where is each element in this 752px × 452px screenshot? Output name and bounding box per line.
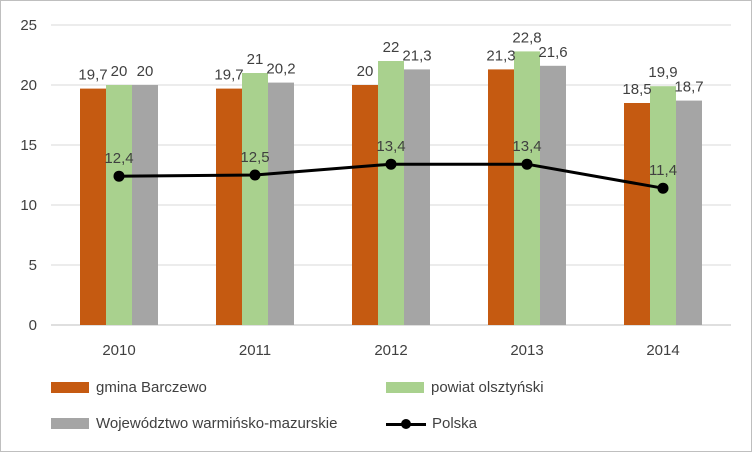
y-tick-label: 25 — [20, 17, 37, 34]
y-tick-label: 0 — [29, 317, 37, 334]
x-tick-label: 2014 — [646, 342, 679, 359]
bar — [540, 65, 566, 326]
bar-data-label: 21 — [247, 51, 264, 68]
y-tick-label: 5 — [29, 257, 37, 274]
line-data-label: 12,5 — [240, 149, 269, 166]
bar-data-label: 20 — [111, 63, 128, 80]
x-tick-label: 2011 — [239, 342, 271, 359]
y-tick-label: 10 — [20, 197, 37, 214]
bar — [106, 85, 132, 325]
bar — [514, 51, 540, 326]
y-tick-label: 20 — [20, 77, 37, 94]
bar — [378, 61, 404, 325]
bar-data-label: 19,7 — [78, 67, 107, 84]
bar-data-label: 20 — [357, 63, 374, 80]
legend-label-barczewo: gmina Barczewo — [96, 379, 207, 396]
bar — [488, 69, 514, 326]
line-data-label: 11,4 — [649, 162, 677, 179]
legend-item-barczewo: gmina Barczewo — [51, 379, 207, 396]
legend-label-wojewodztwo: Województwo warmińsko-mazurskie — [96, 415, 338, 432]
bar-data-label: 21,6 — [538, 44, 567, 61]
bar — [352, 85, 378, 325]
bar-data-label: 19,7 — [214, 67, 243, 84]
chart-legend: gmina Barczewo powiat olsztyński Wojewód… — [1, 373, 751, 451]
line-data-label: 13,4 — [376, 138, 405, 155]
line-point — [249, 169, 261, 181]
legend-swatch-polska — [386, 418, 426, 430]
x-tick-label: 2010 — [102, 342, 135, 359]
line-point — [521, 158, 533, 170]
bar — [624, 103, 650, 325]
bar — [132, 85, 158, 325]
bar — [216, 88, 242, 325]
bar — [242, 73, 268, 325]
bar-data-label: 21,3 — [402, 47, 431, 64]
legend-item-wojewodztwo: Województwo warmińsko-mazurskie — [51, 415, 337, 432]
bar — [650, 86, 676, 325]
bar-data-label: 22,8 — [512, 29, 541, 46]
x-tick-label: 2013 — [510, 342, 543, 359]
line-point — [657, 182, 669, 194]
legend-label-powiat: powiat olsztyński — [431, 379, 544, 396]
legend-swatch-barczewo — [51, 382, 89, 393]
line-data-label: 12,4 — [104, 150, 133, 167]
legend-item-powiat: powiat olsztyński — [386, 379, 544, 396]
legend-label-polska: Polska — [432, 415, 478, 432]
bar-data-label: 20,2 — [266, 61, 295, 78]
line-data-label: 13,4 — [512, 138, 541, 155]
bar — [404, 69, 430, 326]
line-point — [385, 158, 397, 170]
bar — [676, 100, 702, 325]
bar — [80, 88, 106, 325]
x-tick-label: 2012 — [374, 342, 407, 359]
bar — [268, 82, 294, 325]
bar-data-label: 19,9 — [648, 64, 677, 81]
line-point — [113, 170, 125, 182]
bar-data-label: 22 — [383, 39, 400, 56]
legend-item-polska: Polska — [386, 415, 477, 432]
bar-data-label: 20 — [137, 63, 154, 80]
legend-swatch-powiat — [386, 382, 424, 393]
y-tick-label: 15 — [20, 137, 37, 154]
bar-data-label: 18,5 — [622, 81, 651, 98]
bar-data-label: 18,7 — [674, 79, 703, 96]
legend-swatch-wojewodztwo — [51, 418, 89, 429]
bar-data-label: 21,3 — [486, 47, 515, 64]
